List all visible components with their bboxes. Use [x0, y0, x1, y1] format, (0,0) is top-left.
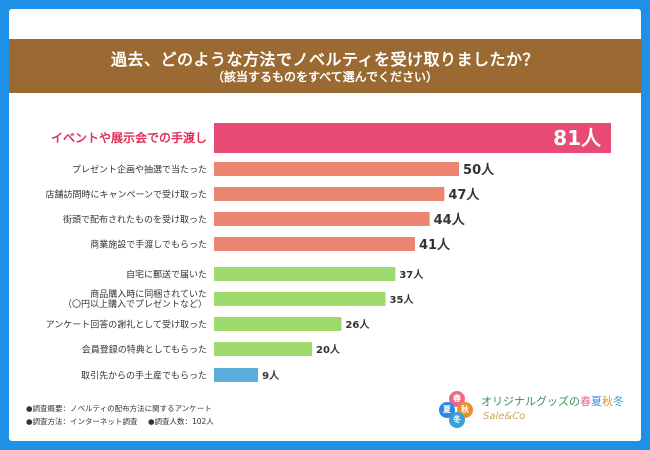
value-label: 47人	[448, 187, 480, 203]
category-label: 商品購入時に同梱されていた	[90, 288, 207, 300]
category-label: アンケート回答の謝礼として受け取った	[46, 319, 207, 331]
category-label: 自宅に郵送で届いた	[126, 269, 207, 281]
question-header: 過去、どのような方法でノベルティを受け取りましたか？ （該当するものをすべて選ん…	[9, 39, 641, 93]
category-label: 会員登録の特典としてもらった	[82, 344, 207, 356]
category-label: イベントや展示会での手渡し	[51, 130, 207, 145]
bar	[214, 267, 396, 281]
brand-summer: 夏	[591, 395, 602, 408]
brand-name: オリジナルグッズの春夏秋冬	[481, 393, 624, 409]
survey-overview-note: ●調査概要：ノベルティの配布方法に関するアンケート	[26, 404, 212, 413]
bar	[214, 212, 430, 226]
brand-winter: 冬	[613, 395, 624, 408]
value-label: 41人	[419, 237, 451, 253]
brand-name-text: オリジナルグッズの	[481, 395, 580, 408]
question-title: 過去、どのような方法でノベルティを受け取りましたか？	[110, 50, 540, 69]
season-circles-icon: 春 夏 秋 冬	[439, 391, 475, 428]
category-label: 店舗訪問時にキャンペーンで受け取った	[45, 189, 207, 201]
survey-method-note: ●調査方法：インターネット調査	[26, 417, 138, 426]
brand-subtitle: Sale&Co	[483, 411, 526, 422]
value-label: 50人	[463, 162, 495, 178]
value-label: 37人	[399, 268, 424, 281]
winter-circle: 冬	[449, 412, 465, 428]
question-subtitle: （該当するものをすべて選んでください）	[211, 70, 439, 84]
bar	[214, 237, 415, 251]
category-label: プレゼント企画や抽選で当たった	[72, 164, 207, 176]
infographic-card: 過去、どのような方法でノベルティを受け取りましたか？ （該当するものをすべて選ん…	[9, 9, 641, 441]
category-label: （〇円以上購入でプレゼントなど）	[63, 298, 207, 310]
value-label: 9人	[262, 369, 280, 382]
value-label: 20人	[316, 343, 341, 356]
bar	[214, 317, 342, 331]
bar	[214, 123, 611, 153]
value-label: 26人	[345, 318, 370, 331]
category-label: 街頭で配布されたものを受け取った	[63, 214, 207, 226]
bar	[214, 187, 445, 201]
brand-spring: 春	[580, 395, 591, 408]
survey-notes: ●調査概要：ノベルティの配布方法に関するアンケート ●調査方法：インターネット調…	[26, 402, 214, 428]
bar	[214, 292, 386, 306]
category-label: 商業施設で手渡しでもらった	[90, 239, 207, 251]
value-label: 81人	[553, 126, 602, 150]
category-label: 取引先からの手土産でもらった	[81, 370, 207, 382]
value-label: 35人	[390, 293, 415, 306]
bar	[214, 342, 313, 356]
brand-autumn: 秋	[602, 395, 613, 408]
brand-logo: 春 夏 秋 冬 オリジナルグッズの春夏秋冬 Sale&Co	[439, 387, 629, 433]
value-label: 44人	[434, 212, 466, 228]
bar	[214, 162, 460, 176]
bar	[214, 368, 259, 382]
survey-count-note: ●調査人数：102人	[147, 417, 214, 426]
